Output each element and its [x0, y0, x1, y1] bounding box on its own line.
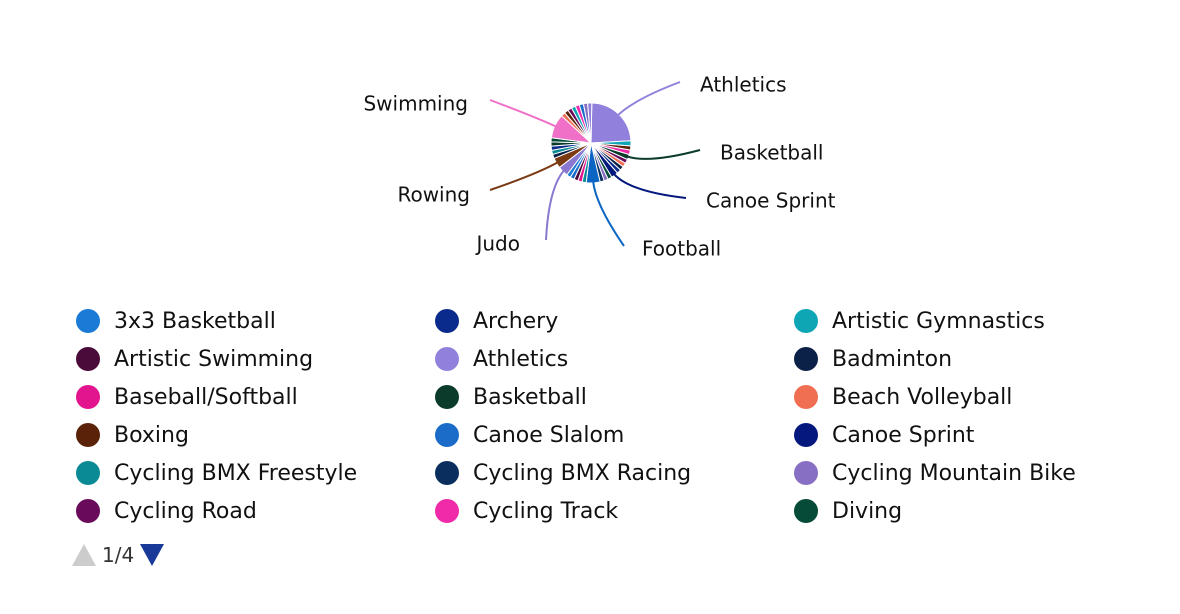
legend-label: Boxing [114, 422, 189, 448]
legend-swatch [794, 309, 818, 333]
legend-label: Canoe Sprint [832, 422, 975, 448]
legend-item-cycling-mountain-bike[interactable]: Cycling Mountain Bike [794, 456, 1076, 490]
legend-swatch [435, 347, 459, 371]
callout-label-rowing: Rowing [397, 183, 470, 207]
callout-line-basketball [624, 149, 701, 160]
legend: 3x3 Basketball Archery Artistic Gymnastics… [76, 304, 1176, 534]
callout-line-swimming [489, 99, 559, 129]
legend-item-archery[interactable]: Archery [435, 304, 558, 338]
legend-label: Artistic Swimming [114, 346, 314, 372]
pager-up-arrow-icon[interactable] [72, 544, 96, 566]
legend-label: Cycling Road [114, 498, 257, 524]
legend-swatch [794, 499, 818, 523]
legend-label: Baseball/Softball [114, 384, 298, 410]
legend-swatch [76, 385, 100, 409]
legend-item-3x3-basketball[interactable]: 3x3 Basketball [76, 304, 276, 338]
legend-swatch [435, 385, 459, 409]
legend-label: Cycling BMX Racing [473, 460, 692, 486]
callout-line-football [591, 178, 625, 247]
legend-swatch [794, 385, 818, 409]
legend-swatch [76, 309, 100, 333]
pie-slice-athletics[interactable] [587, 102, 593, 144]
pager-down-arrow-icon[interactable] [140, 544, 165, 566]
callout-line-canoe-sprint [611, 171, 687, 199]
legend-swatch [794, 347, 818, 371]
legend-item-cycling-track[interactable]: Cycling Track [435, 494, 618, 528]
legend-swatch [76, 347, 100, 371]
legend-item-diving[interactable]: Diving [794, 494, 902, 528]
legend-item-beach-volleyball[interactable]: Beach Volleyball [794, 380, 1012, 414]
legend-swatch [76, 423, 100, 447]
legend-item-artistic-swimming[interactable]: Artistic Swimming [76, 342, 313, 376]
callout-line-rowing [489, 160, 561, 191]
legend-item-badminton[interactable]: Badminton [794, 342, 952, 376]
callout-label-swimming: Swimming [363, 92, 468, 116]
legend-swatch [76, 499, 100, 523]
legend-swatch [435, 423, 459, 447]
legend-label: Diving [832, 498, 903, 524]
legend-label: Beach Volleyball [832, 384, 1013, 410]
legend-item-canoe-slalom[interactable]: Canoe Slalom [435, 418, 624, 452]
legend-label: 3x3 Basketball [114, 308, 276, 334]
legend-pager: 1/4 [72, 540, 165, 570]
callout-line-athletics [615, 81, 681, 118]
legend-label: Athletics [473, 346, 569, 372]
legend-label: Badminton [832, 346, 953, 372]
callout-label-football: Football [642, 237, 721, 261]
legend-item-cycling-bmx-racing[interactable]: Cycling BMX Racing [435, 456, 691, 490]
legend-label: Cycling BMX Freestyle [114, 460, 358, 486]
legend-item-boxing[interactable]: Boxing [76, 418, 189, 452]
legend-swatch [435, 461, 459, 485]
legend-item-cycling-bmx-freestyle[interactable]: Cycling BMX Freestyle [76, 456, 357, 490]
legend-label: Archery [473, 308, 559, 334]
legend-swatch [435, 499, 459, 523]
legend-label: Cycling Mountain Bike [832, 460, 1076, 486]
callout-label-basketball: Basketball [720, 141, 823, 165]
legend-label: Canoe Slalom [473, 422, 625, 448]
callout-label-judo: Judo [474, 232, 520, 256]
legend-swatch [76, 461, 100, 485]
legend-swatch [794, 423, 818, 447]
callout-label-canoe-sprint: Canoe Sprint [706, 189, 836, 213]
legend-swatch [794, 461, 818, 485]
legend-label: Basketball [473, 384, 587, 410]
legend-label: Artistic Gymnastics [832, 308, 1045, 334]
callout-label-athletics: Athletics [700, 73, 787, 97]
legend-item-baseball-softball[interactable]: Baseball/Softball [76, 380, 298, 414]
pie-chart-svg: Athletics Basketball Canoe Sprint Football J… [363, 73, 836, 261]
legend-item-artistic-gymnastics[interactable]: Artistic Gymnastics [794, 304, 1045, 338]
pager-page-indicator: 1/4 [102, 543, 135, 567]
legend-swatch [435, 309, 459, 333]
callout-line-judo [545, 167, 567, 241]
legend-item-cycling-road[interactable]: Cycling Road [76, 494, 257, 528]
legend-item-athletics[interactable]: Athletics [435, 342, 568, 376]
legend-item-canoe-sprint[interactable]: Canoe Sprint [794, 418, 974, 452]
legend-item-basketball[interactable]: Basketball [435, 380, 587, 414]
legend-label: Cycling Track [473, 498, 619, 524]
